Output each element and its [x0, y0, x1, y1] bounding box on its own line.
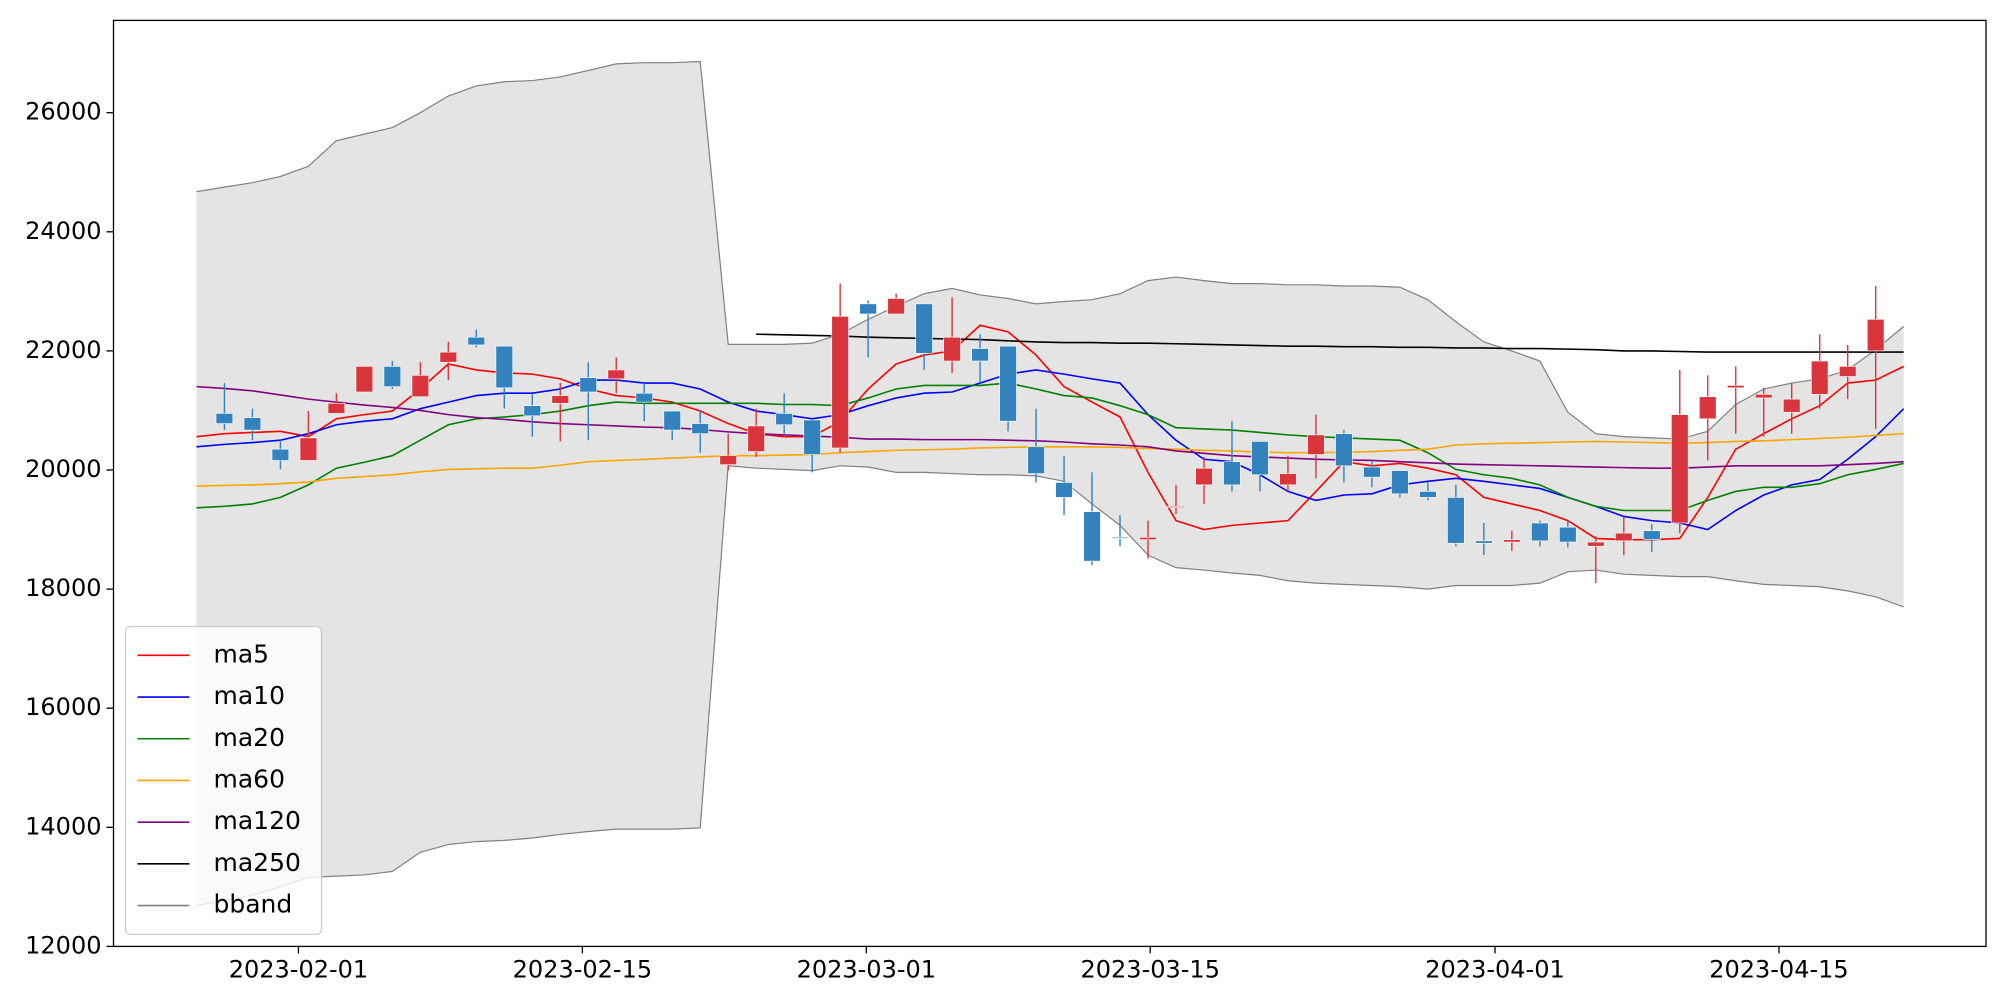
y-tick-label: 18000 — [25, 574, 101, 602]
axes-layer: 12000 14000 16000 18000 20000 22000 24000 26000… — [25, 19, 1987, 983]
candle-body — [1335, 433, 1353, 467]
candle-body — [1251, 441, 1269, 476]
candle-body — [1838, 366, 1857, 377]
x-tick-label: 2023-04-15 — [1709, 955, 1848, 983]
candle-body — [1111, 536, 1129, 539]
candle-body — [1083, 511, 1101, 562]
candles-layer — [215, 283, 1885, 584]
lines-layer — [196, 324, 1905, 541]
band-layer — [196, 60, 1905, 907]
candle-body — [1055, 482, 1073, 498]
candle-body — [1559, 526, 1577, 543]
candle-body — [1419, 491, 1437, 498]
candle-body — [635, 392, 653, 403]
x-tick-label: 2023-03-15 — [1080, 955, 1219, 983]
legend-label: ma10 — [214, 681, 285, 710]
y-tick-label: 26000 — [25, 98, 101, 126]
candle-body — [1643, 530, 1661, 540]
y-tick-label: 20000 — [25, 455, 101, 483]
candle-body — [1307, 434, 1325, 455]
candle-body — [607, 369, 625, 380]
candle-body — [1027, 446, 1045, 474]
candle-body — [859, 303, 877, 315]
candle-body — [691, 423, 709, 434]
plot-frame — [112, 19, 1987, 948]
candle-body — [299, 437, 318, 461]
bband-area — [196, 61, 1904, 906]
legend-label: bband — [214, 890, 293, 919]
candle-body — [971, 348, 989, 362]
candle-body — [1755, 394, 1773, 399]
y-tick-label: 22000 — [25, 336, 101, 364]
candle-body — [803, 419, 821, 455]
x-tick-label: 2023-02-01 — [229, 955, 368, 983]
x-tick-label: 2023-02-15 — [513, 955, 652, 983]
candle-body — [327, 403, 346, 414]
candle-body — [1503, 539, 1521, 543]
candle-body — [1475, 540, 1493, 544]
candle-body — [355, 366, 374, 393]
legend-label: ma20 — [214, 723, 285, 752]
candle-body — [747, 425, 765, 452]
y-tick-label: 12000 — [25, 931, 101, 959]
candle-body — [1811, 360, 1829, 395]
candle-body — [663, 410, 681, 431]
candle-body — [467, 336, 486, 346]
bband-upper — [196, 60, 1905, 440]
candle-body — [215, 413, 234, 424]
x-tick-label: 2023-03-01 — [797, 955, 936, 983]
candle-body — [915, 303, 933, 354]
x-tick-label: 2023-04-01 — [1425, 955, 1564, 983]
candle-body — [1615, 532, 1633, 542]
candle-body — [1279, 473, 1297, 486]
candle-body — [999, 345, 1017, 422]
candle-body — [1447, 497, 1465, 544]
candle-body — [495, 345, 514, 389]
candle-body — [1783, 398, 1801, 413]
legend-label: ma250 — [214, 848, 301, 877]
candle-body — [579, 377, 597, 393]
y-tick-label: 24000 — [25, 217, 101, 245]
candle-body — [1587, 541, 1605, 547]
candle-body — [1671, 414, 1689, 524]
candle-body — [1363, 466, 1381, 478]
candle-body — [831, 316, 849, 449]
candle-body — [411, 375, 430, 398]
legend-label: ma5 — [214, 639, 270, 668]
candle-body — [243, 417, 262, 431]
candle-body — [383, 366, 402, 387]
candle-body — [1699, 396, 1717, 420]
ma-line — [196, 369, 1905, 531]
legend-box — [124, 625, 323, 936]
y-tick-label: 14000 — [25, 812, 101, 840]
candle-body — [943, 336, 961, 362]
candle-body — [1391, 470, 1409, 495]
candle-body — [1139, 536, 1157, 540]
legend-label: ma120 — [214, 806, 301, 835]
legend-layer: ma5 ma10 ma20 ma60 ma120 ma250 bband — [124, 625, 323, 936]
candle-body — [271, 448, 290, 461]
candle-body — [887, 298, 905, 315]
candle-body — [1223, 461, 1241, 486]
candle-body — [551, 395, 569, 404]
candle-body — [719, 455, 737, 465]
candle-body — [1727, 385, 1745, 389]
candle-body — [1195, 467, 1213, 486]
candle-body — [523, 405, 541, 417]
candle-body — [1167, 506, 1185, 508]
ma-line — [196, 432, 1904, 487]
y-tick-label: 16000 — [25, 693, 101, 721]
candle-body — [1866, 319, 1885, 352]
candle-body — [439, 351, 458, 363]
candle-body — [1531, 522, 1549, 542]
ma-line — [196, 385, 1904, 470]
candle-body — [775, 413, 793, 426]
bband-lower — [196, 465, 1904, 907]
legend-label: ma60 — [214, 764, 285, 793]
